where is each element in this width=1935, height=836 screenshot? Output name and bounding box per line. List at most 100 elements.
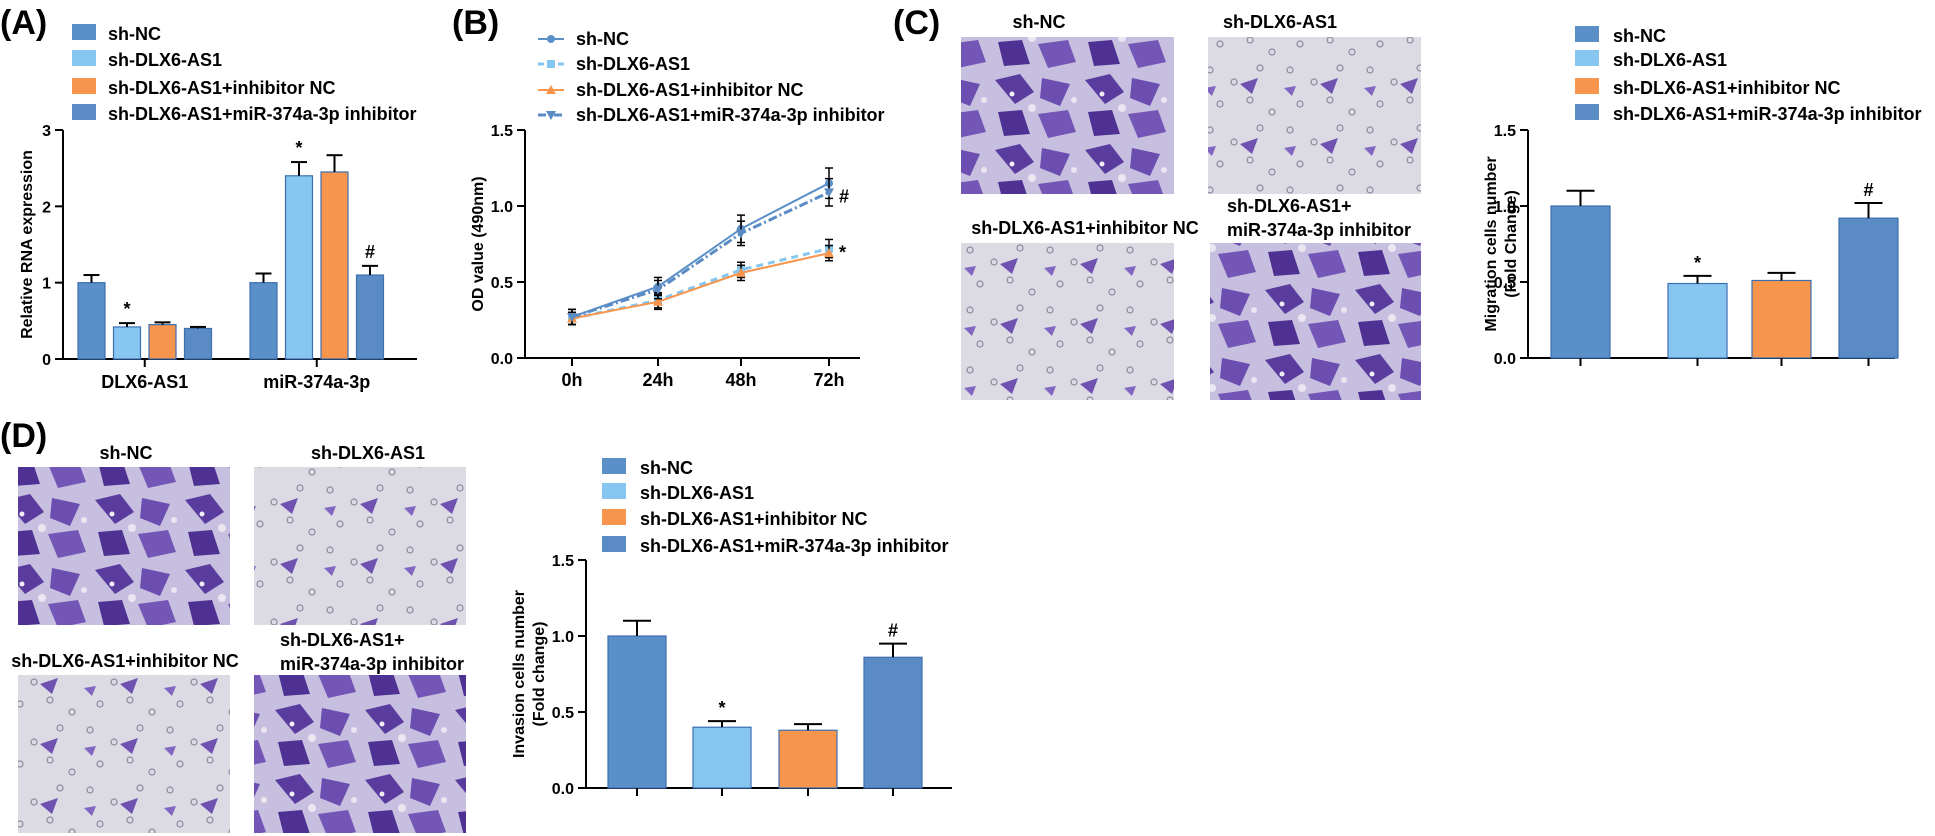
legend-c-sh-dlx6: sh-DLX6-AS1 — [1613, 50, 1727, 70]
c-y-axis-title-2: (Fold Change) — [1503, 190, 1520, 298]
micrograph-d-sh-nc — [18, 467, 230, 625]
b-point-3-1 — [653, 285, 663, 295]
caption-d-mir-inh-line1: sh-DLX6-AS1+ — [280, 630, 405, 650]
legend-b-inh-nc: sh-DLX6-AS1+inhibitor NC — [576, 80, 804, 100]
a-bar-1-3 — [355, 274, 385, 360]
micrograph-c-sh-dlx6 — [1208, 37, 1421, 194]
caption-c-mir-inh-line1: sh-DLX6-AS1+ — [1227, 196, 1352, 216]
b-point-2-2 — [736, 267, 746, 277]
legend-a-mir-inh: sh-DLX6-AS1+miR-374a-3p inhibitor — [108, 104, 417, 124]
b-x-tick-label-3: 72h — [813, 370, 844, 390]
c-bar-1 — [1667, 282, 1728, 359]
legend-b-marker-sh-dlx6 — [547, 60, 555, 68]
caption-d-mir-inh-line2: miR-374a-3p inhibitor — [280, 654, 464, 674]
caption-c-sh-nc: sh-NC — [1013, 12, 1066, 32]
micrograph-c-mir-inh — [1210, 243, 1421, 400]
chart-d: 0.0 0.5 1.0 1.5 * # Invasion cells number (Fold… — [511, 553, 952, 798]
panel-label-a: (A) — [0, 4, 47, 42]
legend-c-inh-nc: sh-DLX6-AS1+inhibitor NC — [1613, 78, 1841, 98]
b-y-axis-title: OD value (490nm) — [470, 176, 487, 311]
legend-b-marker-sh-nc — [547, 35, 555, 43]
legend-d-mir-inh: sh-DLX6-AS1+miR-374a-3p inhibitor — [640, 536, 949, 556]
b-point-2-3 — [824, 248, 834, 258]
d-y-tick-label-2: 1.0 — [552, 629, 574, 646]
a-y-tick-label-3: 3 — [42, 123, 51, 140]
d-y-tick-label-3: 1.5 — [552, 553, 574, 570]
panel-label-d: (D) — [0, 417, 47, 455]
legend-c-swatch-sh-nc — [1575, 26, 1599, 42]
legend-c: sh-NC sh-DLX6-AS1 sh-DLX6-AS1+inhibitor … — [1575, 26, 1922, 124]
a-annotation-1: * — [295, 138, 302, 158]
legend-d: sh-NC sh-DLX6-AS1 sh-DLX6-AS1+inhibitor … — [602, 458, 949, 556]
a-bar-1-0 — [249, 282, 278, 360]
legend-a-inh-nc: sh-DLX6-AS1+inhibitor NC — [108, 78, 336, 98]
legend-d-swatch-mir-inh — [602, 536, 626, 552]
legend-d-swatch-inh-nc — [602, 509, 626, 525]
b-line-3 — [571, 190, 830, 319]
d-annotation-0: * — [718, 698, 725, 718]
a-bar-0-3 — [183, 327, 213, 360]
legend-c-mir-inh: sh-DLX6-AS1+miR-374a-3p inhibitor — [1613, 104, 1922, 124]
c-y-tick-label-0: 0.0 — [1494, 351, 1516, 368]
legend-d-sh-dlx6: sh-DLX6-AS1 — [640, 483, 754, 503]
b-annotation-0: # — [839, 186, 849, 206]
legend-a-swatch-inh-nc — [72, 78, 96, 94]
legend-b-sh-nc: sh-NC — [576, 29, 629, 49]
legend-a-sh-dlx6: sh-DLX6-AS1 — [108, 50, 222, 70]
legend-c-sh-nc: sh-NC — [1613, 26, 1666, 46]
b-annotation-1: * — [839, 243, 846, 263]
b-point-3-2 — [736, 229, 746, 239]
panel-label-b: (B) — [452, 4, 499, 42]
b-y-tick-label-1: 0.5 — [491, 275, 513, 292]
legend-c-swatch-inh-nc — [1575, 78, 1599, 94]
c-bar-3 — [1838, 217, 1899, 359]
a-y-tick-label-1: 1 — [42, 276, 51, 293]
legend-d-sh-nc: sh-NC — [640, 458, 693, 478]
legend-b-marker-mir-inh — [546, 111, 556, 120]
panel-label-c: (C) — [893, 4, 940, 42]
d-bar-3 — [863, 656, 923, 789]
b-x-tick-label-2: 48h — [725, 370, 756, 390]
legend-d-swatch-sh-nc — [602, 458, 626, 474]
d-bar-0 — [607, 635, 667, 789]
micrograph-d-inh-nc — [18, 675, 230, 833]
b-point-3-0 — [567, 312, 577, 322]
legend-a-swatch-mir-inh — [72, 104, 96, 120]
a-x-tick-label-1: miR-374a-3p — [263, 372, 370, 392]
b-y-tick-label-2: 1.0 — [491, 199, 513, 216]
b-point-2-1 — [653, 296, 663, 306]
legend-d-inh-nc: sh-DLX6-AS1+inhibitor NC — [640, 509, 868, 529]
legend-d-swatch-sh-dlx6 — [602, 483, 626, 499]
b-x-tick-label-0: 0h — [561, 370, 582, 390]
a-x-tick-label-0: DLX6-AS1 — [101, 372, 188, 392]
micrographs-d: sh-NC sh-DLX6-AS1 sh-DLX6-AS1+inhibitor … — [11, 443, 466, 833]
a-bar-0-1 — [112, 326, 142, 360]
b-line-2 — [571, 252, 830, 320]
c-annotation-0: * — [1694, 253, 1701, 273]
chart-a: 0 1 2 3 DLX6-AS1 miR-374a-3p * * # Relative RNA e… — [19, 123, 417, 392]
c-bar-2 — [1751, 279, 1812, 359]
legend-b-marker-inh-nc — [546, 85, 556, 94]
micrograph-d-mir-inh — [254, 675, 466, 833]
legend-a: sh-NC sh-DLX6-AS1 sh-DLX6-AS1+inhibitor … — [72, 24, 417, 124]
legend-b: sh-NC sh-DLX6-AS1 sh-DLX6-AS1+inhibitor … — [538, 29, 885, 125]
d-y-tick-label-0: 0.0 — [552, 781, 574, 798]
micrographs-c: sh-NC sh-DLX6-AS1 sh-DLX6-AS1+inhibitor … — [961, 12, 1421, 400]
a-bar-0-0 — [77, 282, 106, 360]
c-y-tick-label-1: 0.5 — [1494, 275, 1516, 292]
b-y-tick-label-0: 0.0 — [491, 351, 513, 368]
c-y-tick-label-2: 1.0 — [1494, 199, 1516, 216]
b-x-tick-label-1: 24h — [642, 370, 673, 390]
legend-a-swatch-sh-nc — [72, 24, 96, 40]
b-line-0 — [571, 182, 830, 318]
caption-d-inh-nc: sh-DLX6-AS1+inhibitor NC — [11, 651, 239, 671]
a-annotation-0: * — [123, 299, 130, 319]
d-y-axis-title-2: (Fold change) — [531, 622, 548, 727]
chart-c: 0.0 0.5 1.0 1.5 * # Migration cells number (Fol… — [1483, 123, 1899, 368]
b-line-1 — [571, 247, 830, 320]
c-y-tick-label-3: 1.5 — [1494, 123, 1516, 140]
legend-b-mir-inh: sh-DLX6-AS1+miR-374a-3p inhibitor — [576, 105, 885, 125]
caption-c-inh-nc: sh-DLX6-AS1+inhibitor NC — [971, 218, 1199, 238]
